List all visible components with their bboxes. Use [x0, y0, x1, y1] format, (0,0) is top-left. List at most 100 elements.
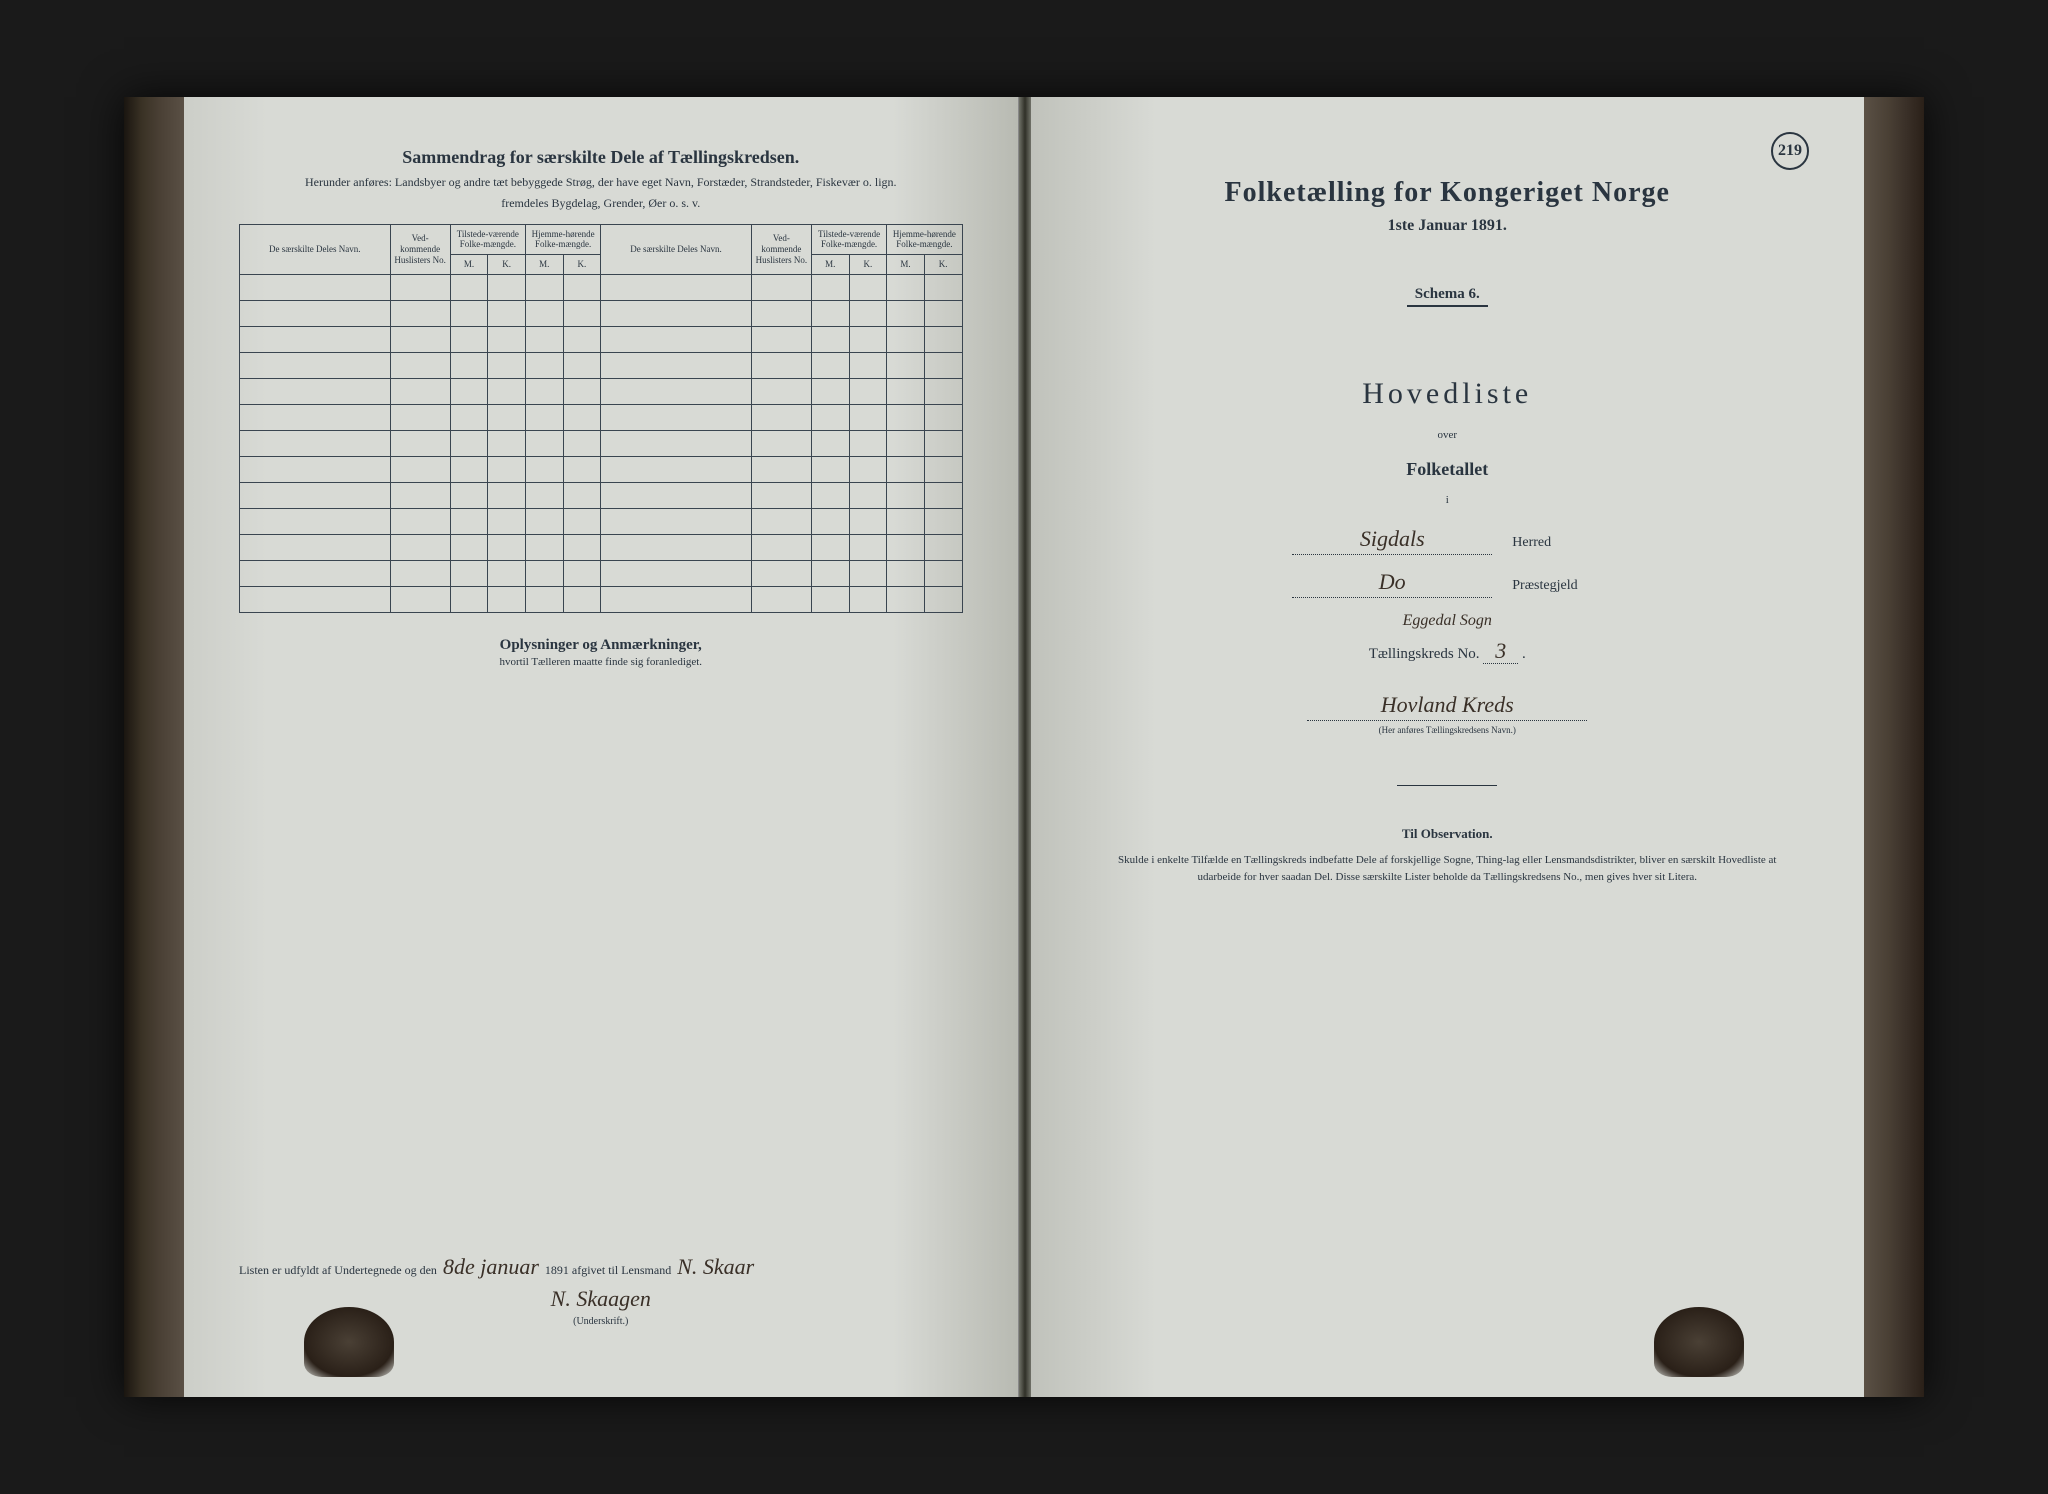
table-row	[240, 508, 963, 534]
table-body	[240, 274, 963, 612]
table-cell	[601, 430, 752, 456]
table-cell	[240, 586, 391, 612]
table-cell	[811, 456, 849, 482]
col-huslisters-2: Ved-kommende Huslisters No.	[751, 224, 811, 274]
table-cell	[887, 326, 925, 352]
table-cell	[450, 300, 488, 326]
kreds-period: .	[1522, 646, 1526, 662]
table-cell	[390, 508, 450, 534]
divider	[1397, 785, 1497, 786]
col-huslisters: Ved-kommende Huslisters No.	[390, 224, 450, 274]
table-cell	[811, 430, 849, 456]
table-cell	[601, 534, 752, 560]
table-cell	[811, 404, 849, 430]
table-cell	[488, 300, 526, 326]
table-cell	[488, 508, 526, 534]
praestegjeld-label: Præstegjeld	[1512, 578, 1602, 594]
table-cell	[450, 560, 488, 586]
table-cell	[849, 404, 887, 430]
book-spread: Sammendrag for særskilte Dele af Tælling…	[124, 97, 1924, 1397]
table-cell	[563, 482, 601, 508]
table-row	[240, 586, 963, 612]
col-tilstede: Tilstede-værende Folke-mængde.	[450, 224, 525, 255]
table-cell	[811, 326, 849, 352]
table-cell	[525, 352, 563, 378]
table-cell	[488, 560, 526, 586]
signature-line: Listen er udfyldt af Undertegnede og den…	[239, 1254, 963, 1280]
table-cell	[751, 560, 811, 586]
table-cell	[601, 352, 752, 378]
table-cell	[811, 352, 849, 378]
table-cell	[924, 508, 962, 534]
col-k: K.	[563, 255, 601, 275]
col-m: M.	[811, 255, 849, 275]
table-cell	[390, 300, 450, 326]
over-label: over	[1086, 429, 1810, 441]
book-spine-left	[124, 97, 184, 1397]
table-cell	[390, 404, 450, 430]
col-navn: De særskilte Deles Navn.	[240, 224, 391, 274]
table-cell	[751, 326, 811, 352]
table-cell	[390, 352, 450, 378]
table-cell	[849, 456, 887, 482]
table-row	[240, 560, 963, 586]
table-cell	[563, 456, 601, 482]
table-cell	[240, 482, 391, 508]
table-cell	[488, 404, 526, 430]
table-cell	[601, 274, 752, 300]
table-cell	[450, 534, 488, 560]
table-cell	[849, 430, 887, 456]
table-cell	[924, 482, 962, 508]
col-tilstede-2: Tilstede-værende Folke-mængde.	[811, 224, 886, 255]
table-cell	[390, 534, 450, 560]
table-cell	[525, 274, 563, 300]
census-summary-table: De særskilte Deles Navn. Ved-kommende Hu…	[239, 224, 963, 613]
col-hjemme-2: Hjemme-hørende Folke-mængde.	[887, 224, 962, 255]
table-cell	[887, 378, 925, 404]
table-cell	[924, 456, 962, 482]
i-label: i	[1086, 494, 1810, 506]
schema-label: Schema 6.	[1407, 286, 1488, 307]
table-cell	[525, 430, 563, 456]
table-cell	[488, 378, 526, 404]
sig-year: 1891 afgivet til Lensmand	[545, 1263, 671, 1278]
table-cell	[849, 534, 887, 560]
table-cell	[563, 586, 601, 612]
census-date: 1ste Januar 1891.	[1086, 217, 1810, 235]
book-clip-right	[1654, 1307, 1744, 1377]
table-cell	[488, 326, 526, 352]
table-cell	[924, 274, 962, 300]
table-cell	[563, 378, 601, 404]
table-cell	[390, 430, 450, 456]
table-cell	[450, 378, 488, 404]
table-cell	[563, 352, 601, 378]
book-clip-left	[304, 1307, 394, 1377]
table-cell	[751, 430, 811, 456]
right-page-content: Folketælling for Kongeriget Norge 1ste J…	[1086, 147, 1810, 885]
table-cell	[525, 300, 563, 326]
table-cell	[525, 404, 563, 430]
table-cell	[811, 482, 849, 508]
table-cell	[450, 586, 488, 612]
table-cell	[924, 430, 962, 456]
table-header: De særskilte Deles Navn. Ved-kommende Hu…	[240, 224, 963, 274]
table-cell	[751, 300, 811, 326]
table-cell	[488, 274, 526, 300]
table-cell	[849, 378, 887, 404]
table-row	[240, 378, 963, 404]
table-cell	[849, 300, 887, 326]
table-cell	[849, 508, 887, 534]
table-row	[240, 404, 963, 430]
table-cell	[488, 482, 526, 508]
table-cell	[240, 326, 391, 352]
sogn-value: Eggedal Sogn	[1086, 612, 1810, 630]
table-cell	[450, 508, 488, 534]
col-k: K.	[488, 255, 526, 275]
table-cell	[240, 274, 391, 300]
table-cell	[488, 430, 526, 456]
observation-title: Til Observation.	[1086, 826, 1810, 842]
table-cell	[924, 378, 962, 404]
kreds-row: Tællingskreds No. 3 .	[1086, 638, 1810, 664]
table-cell	[811, 378, 849, 404]
table-cell	[450, 482, 488, 508]
